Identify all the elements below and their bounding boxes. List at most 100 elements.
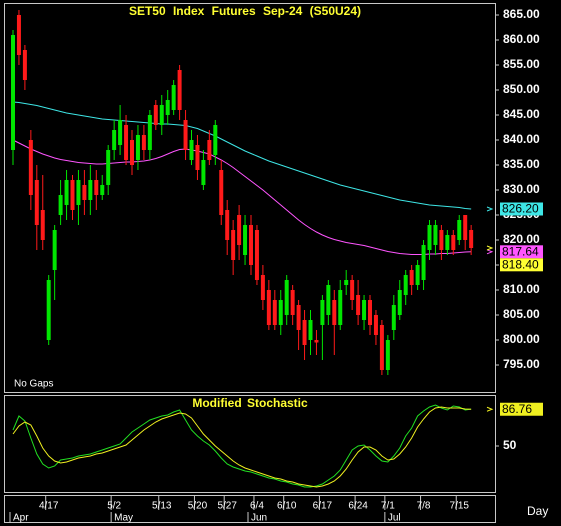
y-tick-label: 835.00 xyxy=(503,157,540,171)
candle-body xyxy=(76,180,81,205)
candle-body xyxy=(153,105,158,125)
candle-body xyxy=(88,180,93,200)
candle-body xyxy=(243,225,248,255)
candle-body xyxy=(34,180,39,225)
x-tick-label: 5/2 xyxy=(107,501,121,512)
candle-body xyxy=(415,265,420,285)
value-tag xyxy=(500,402,543,416)
y-tick-label: 805.00 xyxy=(503,307,540,321)
y-tick-label: 820.00 xyxy=(503,232,540,246)
month-label: Apr xyxy=(13,513,29,524)
candle-body xyxy=(46,280,51,340)
value-tag xyxy=(500,258,543,272)
candle-body xyxy=(397,290,402,315)
candle-body xyxy=(106,150,111,185)
candle-body xyxy=(231,230,236,260)
candle-body xyxy=(147,115,152,150)
x-tick-label: 4/17 xyxy=(39,501,59,512)
tag-arrow xyxy=(486,406,494,412)
candle-body xyxy=(350,280,355,300)
candle-body xyxy=(439,230,444,250)
tag-arrow xyxy=(486,206,494,212)
candle-body xyxy=(94,180,99,195)
candle-body xyxy=(225,210,230,240)
series-line xyxy=(12,406,472,488)
chart-title: SET50 Index Futures Sep-24 (S50U24) xyxy=(129,4,361,18)
y-tick-label: 860.00 xyxy=(503,32,540,46)
candle-body xyxy=(171,85,176,110)
candle-body xyxy=(183,120,188,150)
series-line xyxy=(12,139,472,255)
stochastic-panel xyxy=(4,395,496,493)
candle-body xyxy=(70,180,75,210)
candle-body xyxy=(159,105,164,125)
tag-arrow xyxy=(486,245,494,251)
candle-body xyxy=(451,235,456,250)
candle-body xyxy=(195,145,200,170)
x-tick-label: 6/10 xyxy=(277,501,297,512)
value-tag-label: 826.20 xyxy=(502,202,539,216)
candle-body xyxy=(290,290,295,315)
candle-body xyxy=(338,290,343,325)
x-tick-label: 5/27 xyxy=(217,501,237,512)
candle-body xyxy=(302,320,307,345)
value-tag-label: 86.76 xyxy=(502,402,532,416)
candle-body xyxy=(308,320,313,340)
y-tick-label: 865.00 xyxy=(503,7,540,21)
candle-body xyxy=(213,125,218,155)
candle-body xyxy=(469,230,474,248)
x-axis-label: Day xyxy=(527,504,548,518)
candle-body xyxy=(260,275,265,300)
x-tick-label: 5/13 xyxy=(152,501,172,512)
candle-body xyxy=(362,300,367,320)
candle-body xyxy=(427,225,432,250)
candle-body xyxy=(314,340,319,343)
candle-body xyxy=(237,215,242,245)
candle-body xyxy=(284,280,289,315)
candle-body xyxy=(266,290,271,325)
tag-arrow xyxy=(486,249,494,255)
candle-body xyxy=(177,70,182,110)
y-tick-label: 850.00 xyxy=(503,82,540,96)
candle-body xyxy=(463,215,468,240)
series-line xyxy=(12,404,472,488)
candle-body xyxy=(385,340,390,370)
candle-body xyxy=(52,230,57,270)
candle-body xyxy=(11,35,15,150)
candle-body xyxy=(40,210,45,240)
candle-body xyxy=(118,120,123,145)
annotation: No Gaps xyxy=(14,379,53,390)
value-tag xyxy=(500,245,543,259)
candle-body xyxy=(457,220,462,240)
x-tick-label: 6/17 xyxy=(313,501,333,512)
value-tag xyxy=(500,202,543,216)
date-axis-panel xyxy=(4,495,496,523)
candle-body xyxy=(368,300,372,325)
candle-body xyxy=(403,275,408,295)
candle-body xyxy=(130,140,134,165)
candle-body xyxy=(141,135,146,150)
candle-body xyxy=(409,270,414,285)
x-tick-label: 5/20 xyxy=(188,501,208,512)
candle-body xyxy=(189,140,194,160)
candle-body xyxy=(391,305,396,330)
month-label: Jun xyxy=(251,513,267,524)
y-tick-label: 800.00 xyxy=(503,332,540,346)
candle-body xyxy=(135,135,140,160)
candle-body xyxy=(332,300,337,325)
candle-body xyxy=(28,140,33,195)
y-tick-label: 795.00 xyxy=(503,357,540,371)
value-tag-label: 817.64 xyxy=(502,244,539,258)
candle-body xyxy=(124,125,129,160)
value-tag-label: 818.40 xyxy=(502,257,539,271)
x-tick-label: 7/1 xyxy=(381,501,395,512)
candle-body xyxy=(254,230,259,280)
stochastic-title: Modified Stochastic xyxy=(192,396,308,410)
candle-body xyxy=(344,280,349,285)
candle-body xyxy=(165,100,170,115)
candle-body xyxy=(356,295,361,315)
y-tick-label: 855.00 xyxy=(503,57,540,71)
candle-body xyxy=(433,225,438,245)
